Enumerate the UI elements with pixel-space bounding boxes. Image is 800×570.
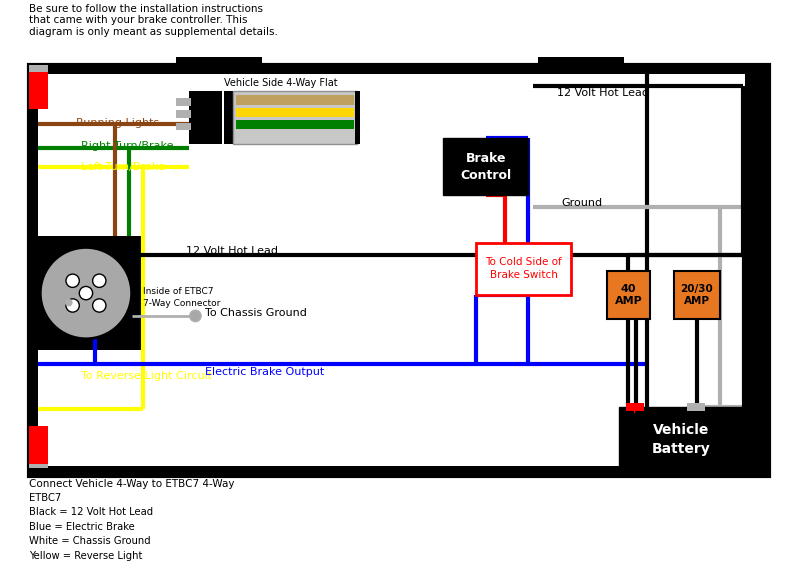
- Text: Right Turn/Brake: Right Turn/Brake: [81, 141, 174, 151]
- Bar: [607, 271, 650, 319]
- Bar: [236, 108, 354, 117]
- Circle shape: [190, 310, 201, 321]
- Circle shape: [65, 299, 73, 307]
- Circle shape: [66, 299, 79, 312]
- Bar: [29, 71, 48, 109]
- Bar: [476, 243, 571, 295]
- Bar: [29, 426, 48, 468]
- Text: Vehicle
Battery: Vehicle Battery: [651, 424, 710, 456]
- Bar: [674, 271, 720, 319]
- Bar: [224, 91, 234, 144]
- Bar: [355, 91, 360, 144]
- Text: +: +: [630, 405, 639, 415]
- Bar: [176, 57, 262, 74]
- Bar: [29, 65, 770, 74]
- Text: Vehicle Side 4-Way Flat: Vehicle Side 4-Way Flat: [224, 78, 338, 88]
- Bar: [234, 91, 357, 144]
- Bar: [189, 91, 222, 144]
- Text: 20/30
AMP: 20/30 AMP: [681, 284, 714, 306]
- Text: −: −: [691, 405, 701, 415]
- Text: Inside of ETBC7: Inside of ETBC7: [143, 287, 214, 296]
- Text: Ground: Ground: [562, 198, 603, 208]
- Bar: [443, 138, 529, 195]
- Bar: [236, 95, 354, 105]
- Text: Be sure to follow the installation instructions
that came with your brake contro: Be sure to follow the installation instr…: [29, 4, 278, 37]
- Bar: [305, 466, 410, 478]
- Text: Connect Vehicle 4-Way to ETBC7 4-Way: Connect Vehicle 4-Way to ETBC7 4-Way: [29, 479, 234, 488]
- Bar: [29, 465, 48, 468]
- Text: 12 Volt Hot Lead: 12 Volt Hot Lead: [557, 88, 649, 97]
- Bar: [38, 236, 143, 350]
- Text: To Reverse Light Circuit: To Reverse Light Circuit: [81, 371, 212, 381]
- Bar: [538, 57, 624, 74]
- Text: 40
AMP: 40 AMP: [614, 284, 642, 306]
- Circle shape: [40, 247, 132, 339]
- Text: 7-Way Connector: 7-Way Connector: [143, 299, 221, 308]
- Text: Electric Brake Output: Electric Brake Output: [205, 367, 324, 377]
- Bar: [29, 65, 770, 476]
- Circle shape: [66, 274, 79, 287]
- Bar: [687, 404, 705, 411]
- Circle shape: [93, 274, 106, 287]
- Bar: [626, 404, 644, 411]
- Bar: [236, 120, 354, 129]
- Bar: [746, 65, 770, 476]
- Text: ETBC7
Black = 12 Volt Hot Lead
Blue = Electric Brake
White = Chassis Ground
Yell: ETBC7 Black = 12 Volt Hot Lead Blue = El…: [29, 493, 153, 560]
- Circle shape: [79, 287, 93, 300]
- Bar: [176, 98, 190, 105]
- Text: Brake
Control: Brake Control: [460, 152, 511, 181]
- Bar: [29, 65, 48, 72]
- Text: 12 Volt Hot Lead: 12 Volt Hot Lead: [186, 246, 278, 255]
- Bar: [176, 111, 190, 118]
- Text: To Cold Side of
Brake Switch: To Cold Side of Brake Switch: [486, 257, 562, 279]
- Bar: [29, 466, 770, 476]
- Bar: [176, 123, 190, 131]
- Circle shape: [93, 299, 106, 312]
- Text: To Chassis Ground: To Chassis Ground: [205, 308, 306, 318]
- Text: Left Turn/Brake: Left Turn/Brake: [81, 162, 165, 172]
- Text: Running Lights: Running Lights: [77, 118, 160, 128]
- Bar: [619, 408, 742, 469]
- Bar: [29, 65, 38, 476]
